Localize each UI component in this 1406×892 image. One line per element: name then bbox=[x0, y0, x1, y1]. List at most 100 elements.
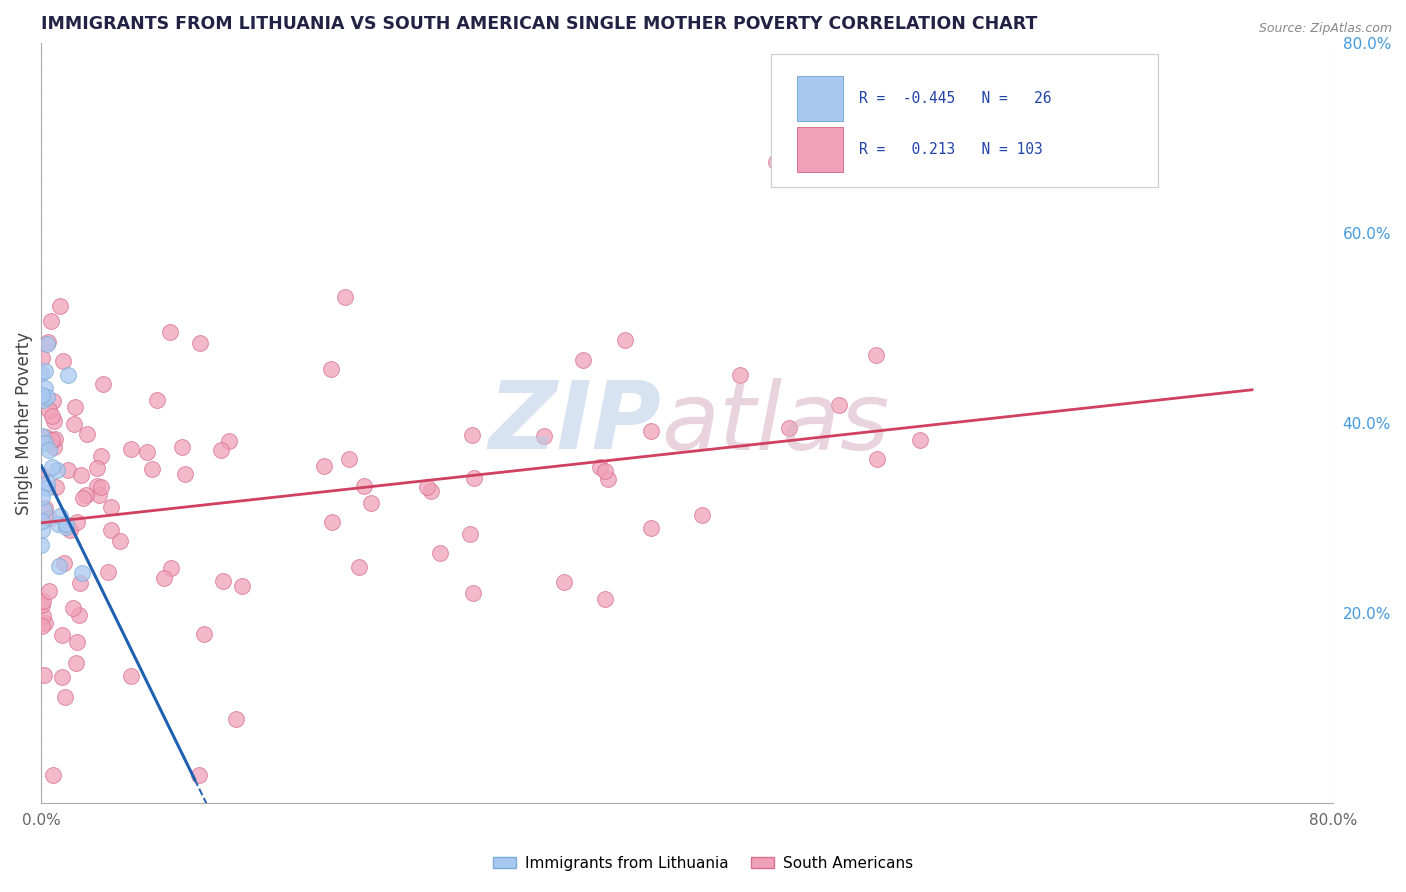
Point bbox=[32, 594, 55, 608]
Point bbox=[37, 390, 59, 404]
Point bbox=[690, 508, 713, 522]
Point bbox=[76, 427, 98, 442]
Text: R =   0.213   N = 103: R = 0.213 N = 103 bbox=[859, 142, 1043, 157]
Point bbox=[86, 479, 108, 493]
Point bbox=[593, 592, 616, 607]
Point bbox=[44, 432, 66, 446]
Point bbox=[463, 471, 485, 485]
Point bbox=[34, 381, 56, 395]
Point bbox=[45, 463, 67, 477]
FancyBboxPatch shape bbox=[770, 54, 1159, 187]
Point bbox=[463, 586, 485, 600]
Point bbox=[91, 376, 114, 391]
Point bbox=[866, 451, 889, 466]
Point bbox=[640, 424, 662, 438]
Point bbox=[49, 509, 72, 524]
Point bbox=[218, 434, 240, 448]
Point bbox=[108, 533, 131, 548]
Point bbox=[30, 366, 52, 380]
Point bbox=[908, 434, 931, 448]
FancyBboxPatch shape bbox=[797, 76, 844, 120]
Point bbox=[337, 452, 360, 467]
Point bbox=[30, 468, 52, 483]
Point bbox=[174, 467, 197, 481]
Point bbox=[420, 483, 443, 498]
Point bbox=[193, 627, 215, 641]
Point bbox=[46, 517, 69, 532]
Point bbox=[416, 480, 439, 494]
Point bbox=[58, 524, 80, 538]
Text: atlas: atlas bbox=[661, 377, 890, 468]
Point bbox=[730, 368, 752, 383]
Legend: Immigrants from Lithuania, South Americans: Immigrants from Lithuania, South America… bbox=[486, 850, 920, 877]
Point bbox=[66, 515, 89, 529]
Text: R =  -0.445   N =   26: R = -0.445 N = 26 bbox=[859, 91, 1052, 106]
Point bbox=[461, 428, 484, 442]
Point bbox=[41, 409, 63, 424]
Point bbox=[120, 442, 142, 457]
Point bbox=[62, 601, 84, 615]
Point bbox=[31, 598, 53, 612]
Point bbox=[321, 361, 343, 376]
Point bbox=[69, 576, 91, 591]
Point bbox=[35, 476, 58, 491]
Text: Source: ZipAtlas.com: Source: ZipAtlas.com bbox=[1258, 22, 1392, 36]
Point bbox=[31, 619, 53, 633]
Point bbox=[160, 561, 183, 575]
Point bbox=[37, 334, 59, 349]
Point bbox=[69, 467, 91, 482]
Point bbox=[38, 443, 60, 458]
Point bbox=[34, 615, 56, 630]
Point bbox=[32, 392, 55, 407]
Point bbox=[31, 609, 53, 624]
Point bbox=[32, 668, 55, 682]
Point bbox=[37, 336, 59, 351]
Text: IMMIGRANTS FROM LITHUANIA VS SOUTH AMERICAN SINGLE MOTHER POVERTY CORRELATION CH: IMMIGRANTS FROM LITHUANIA VS SOUTH AMERI… bbox=[41, 15, 1038, 33]
Point bbox=[589, 460, 612, 475]
Point bbox=[89, 488, 111, 502]
Point bbox=[38, 402, 60, 417]
Point bbox=[188, 768, 211, 782]
Point bbox=[211, 574, 233, 589]
Point bbox=[458, 526, 481, 541]
Point bbox=[41, 434, 63, 448]
Point bbox=[35, 430, 58, 444]
Point bbox=[31, 351, 53, 365]
Point bbox=[45, 480, 67, 494]
Point bbox=[42, 394, 65, 409]
FancyBboxPatch shape bbox=[797, 127, 844, 172]
Point bbox=[429, 546, 451, 560]
Point bbox=[640, 521, 662, 535]
Point bbox=[90, 449, 112, 463]
Point bbox=[152, 571, 174, 585]
Point bbox=[34, 364, 56, 378]
Point bbox=[70, 566, 93, 581]
Point bbox=[31, 523, 53, 537]
Point bbox=[34, 503, 56, 517]
Point bbox=[55, 516, 77, 531]
Point bbox=[38, 510, 60, 524]
Point bbox=[53, 690, 76, 704]
Point bbox=[75, 488, 97, 502]
Point bbox=[321, 515, 343, 529]
Point bbox=[595, 464, 617, 478]
Point bbox=[598, 472, 620, 486]
Point bbox=[35, 481, 58, 495]
Point bbox=[231, 579, 253, 593]
Point bbox=[172, 440, 194, 454]
Point bbox=[34, 436, 56, 450]
Point bbox=[86, 461, 108, 475]
Point bbox=[188, 335, 211, 350]
Point bbox=[58, 463, 80, 477]
Point bbox=[38, 583, 60, 598]
Point bbox=[39, 314, 62, 328]
Point bbox=[865, 348, 887, 362]
Point bbox=[353, 479, 375, 493]
Point bbox=[141, 462, 163, 476]
Point bbox=[100, 523, 122, 537]
Point bbox=[67, 608, 90, 623]
Point bbox=[63, 400, 86, 414]
Point bbox=[828, 398, 851, 412]
Point bbox=[335, 290, 357, 304]
Point bbox=[159, 325, 181, 339]
